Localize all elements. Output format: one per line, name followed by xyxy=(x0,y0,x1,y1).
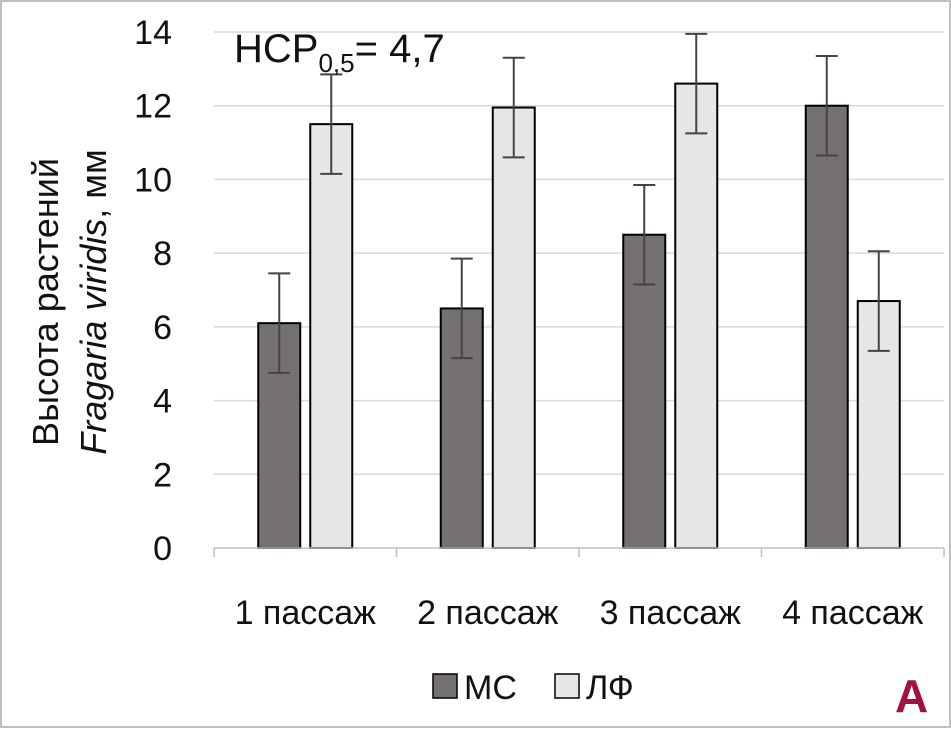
bar-ms xyxy=(804,104,849,549)
y-tick-label: 14 xyxy=(134,14,172,52)
lsd-annotation-subscript: 0,5 xyxy=(318,48,354,78)
x-axis xyxy=(213,547,945,557)
lsd-annotation: НСР0,5= 4,7 xyxy=(234,27,445,78)
bar-ms xyxy=(622,233,667,549)
y-axis-unit: , мм xyxy=(73,149,114,219)
legend-label-ms: МС xyxy=(464,669,517,707)
y-tick-label: 10 xyxy=(134,161,172,199)
lsd-annotation-value: = 4,7 xyxy=(355,27,445,71)
x-tick-label: 2 пассаж xyxy=(417,594,559,632)
x-tick-label: 1 пассаж xyxy=(235,594,377,632)
x-tick-label: 4 пассаж xyxy=(782,594,924,632)
legend-swatch-ms xyxy=(432,673,458,699)
panel-label: А xyxy=(895,670,928,722)
y-axis-title: Высота растений xyxy=(25,158,66,446)
y-axis-title-species: Fragaria viridis, мм xyxy=(73,149,114,455)
bar-lf xyxy=(491,106,536,550)
y-axis-species-name: Fragaria viridis xyxy=(73,219,114,455)
error-bars xyxy=(268,32,890,374)
y-tick-labels: 0 2 4 6 8 10 12 14 xyxy=(134,14,172,568)
y-tick-label: 12 xyxy=(134,88,172,126)
y-tick-label: 4 xyxy=(153,383,172,421)
x-tick-label: 3 пассаж xyxy=(600,594,742,632)
legend-label-lf: ЛФ xyxy=(586,669,634,707)
y-tick-label: 2 xyxy=(153,456,172,494)
y-tick-label: 0 xyxy=(153,530,172,568)
y-tick-label: 6 xyxy=(153,309,172,347)
bar-lf xyxy=(309,123,354,550)
x-tick-labels: 1 пассаж 2 пассаж 3 пассаж 4 пассаж xyxy=(235,594,924,632)
y-tick-label: 8 xyxy=(153,235,172,273)
legend-swatch-lf xyxy=(554,673,580,699)
legend: МС ЛФ xyxy=(432,669,634,707)
lsd-annotation-label: НСР xyxy=(234,27,318,71)
bar-lf xyxy=(674,82,719,549)
bars xyxy=(257,82,901,550)
